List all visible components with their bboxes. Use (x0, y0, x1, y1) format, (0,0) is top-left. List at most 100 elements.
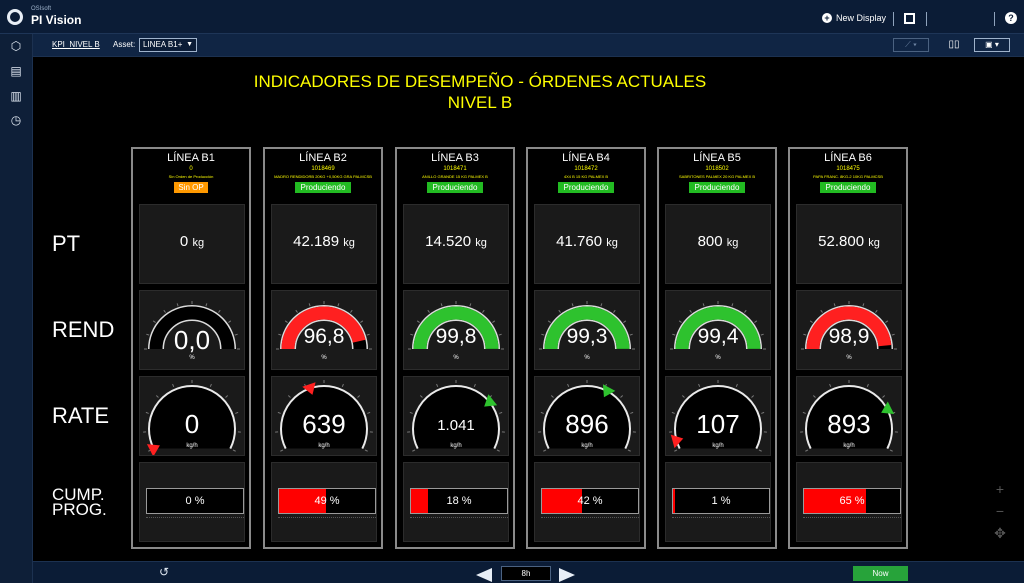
line-name: LÍNEA B2 (299, 152, 347, 164)
product-name: MADRO RENDIDORB 20KG +0,50KG GRA PALMCSB (274, 174, 372, 179)
rend-gauge-fill (806, 306, 892, 350)
arrow-left-icon[interactable] (476, 568, 492, 582)
left-sidebar: ⬡ ▤ ▥ ◷ (0, 34, 33, 583)
progress-value: 1 % (673, 495, 769, 507)
progress-bar: 42 % (541, 488, 639, 514)
rend-gauge-tick (689, 309, 692, 313)
zoom-in-icon[interactable]: + (995, 481, 1005, 497)
rate-gauge-tick (367, 411, 371, 414)
rate-gauge-tick (889, 449, 893, 452)
display-icon[interactable]: ▤ (10, 64, 22, 78)
line-name: LÍNEA B1 (167, 152, 215, 164)
progress-bar-fill (804, 489, 867, 513)
arrow-right-icon[interactable] (559, 568, 575, 582)
library-icon[interactable]: ▥ (10, 89, 22, 103)
progress-cell: 18 % (403, 462, 509, 542)
display-breadcrumb[interactable]: KPI_NIVEL B (52, 40, 100, 49)
progress-number: 1 (711, 495, 718, 507)
pt-value: 800 kg (666, 233, 770, 250)
rate-gauge-tick (681, 395, 685, 398)
now-button[interactable]: Now (853, 566, 908, 581)
rate-cell: 893 kg/h (796, 376, 902, 456)
status-badge: Sin OP (174, 182, 208, 193)
rend-gauge-fill (544, 306, 630, 350)
asset-select[interactable]: LINEA B1+ ▼ (139, 38, 197, 52)
order-number: 1018471 (443, 166, 467, 172)
rend-gauge-tick (754, 320, 758, 323)
rate-gauge-tick (357, 395, 361, 398)
status-badge: Produciendo (558, 182, 614, 193)
rend-gauge-tick (672, 333, 676, 336)
rate-gauge-tick (277, 411, 281, 414)
zoom-out-icon[interactable]: − (995, 503, 1005, 519)
product-name: Sin Orden de Producción (168, 174, 214, 179)
pt-value: 42.189 kg (272, 233, 376, 250)
new-display-button[interactable]: + New Display (822, 13, 886, 23)
refresh-icon[interactable]: ↺ (159, 565, 170, 579)
rate-gauge-tick (627, 449, 631, 452)
rend-gauge-tick (469, 303, 472, 307)
rend-gauge-tick (152, 320, 156, 323)
rate-gauge-tick (758, 449, 762, 452)
rate-gauge-tick (496, 449, 500, 452)
rate-gauge-tick (499, 411, 503, 414)
row-label-pt: PT (52, 231, 81, 256)
columns-icon[interactable]: ▯▯ (948, 39, 960, 50)
rend-gauge-tick (228, 320, 232, 323)
rend-gauge-tick (360, 320, 364, 323)
line-column: LÍNEA B5 1018502 SABRITONES PALMEX 20 KG P… (657, 147, 777, 549)
rate-gauge (143, 380, 241, 455)
rate-pointer-icon (484, 394, 498, 407)
pt-number: 52.800 (818, 233, 865, 250)
help-icon[interactable]: ? (1005, 12, 1017, 24)
pt-number: 14.520 (425, 233, 472, 250)
rate-pointer-icon (302, 382, 316, 395)
rend-gauge-tick (284, 320, 288, 323)
pt-unit: kg (868, 237, 880, 249)
progress-value: 18 % (411, 495, 507, 507)
rate-gauge-tick (735, 383, 738, 387)
pt-cell: 42.189 kg (271, 204, 377, 284)
rate-gauge-tick (145, 411, 149, 414)
window-icon[interactable] (904, 13, 915, 24)
progress-bar-fill (411, 489, 429, 513)
rend-gauge-fill (675, 306, 761, 350)
rate-gauge-tick (751, 395, 755, 398)
rate-value: 1.041 (437, 417, 475, 434)
duration-input[interactable]: 8h (501, 566, 551, 581)
rate-gauge-tick (364, 449, 368, 452)
rend-gauge-tick (146, 333, 150, 336)
rate-pointer-icon (670, 434, 684, 449)
display-title: INDICADORES DE DESEMPEÑO - ÓRDENES ACTUA… (180, 71, 780, 113)
rend-gauge-tick (613, 309, 616, 313)
rend-gauge-tick (558, 309, 561, 313)
progress-number: 65 (839, 495, 852, 507)
status-badge: Produciendo (295, 182, 351, 193)
chevron-down-icon: ▼ (186, 41, 193, 48)
status-badge: Produciendo (820, 182, 876, 193)
save-icon[interactable]: ▣ ▾ (974, 38, 1010, 52)
pan-icon[interactable]: ✥ (994, 525, 1006, 541)
cube-icon[interactable]: ⬡ (10, 39, 22, 53)
rate-cell: 896 kg/h (534, 376, 640, 456)
progress-cell: 1 % (665, 462, 771, 542)
rate-gauge-tick (473, 383, 476, 387)
rate-gauge (538, 380, 636, 452)
rate-gauge-tick (866, 383, 869, 387)
rend-gauge-tick (862, 303, 865, 307)
rend-value: 99,3 (566, 325, 608, 348)
rate-unit: kg/h (186, 443, 198, 449)
rend-gauge-tick (623, 320, 627, 323)
events-icon[interactable]: ◷ (10, 113, 22, 127)
asset-label: Asset: (113, 40, 136, 49)
pt-unit: kg (475, 237, 487, 249)
trend-icon[interactable]: ⟋ ▾ (893, 38, 929, 52)
rend-value: 99,4 (697, 325, 739, 348)
rate-unit: kg/h (450, 443, 462, 449)
line-column: LÍNEA B4 1018472 4X4 B 15 KG PALMEX B Produ… (526, 147, 646, 549)
rate-gauge-tick (671, 411, 675, 414)
progress-ticks (410, 517, 508, 520)
line-column: LÍNEA B1 0 Sin Orden de Producción Sin OP 0 … (131, 147, 251, 549)
order-number: 1018469 (311, 166, 335, 172)
rend-cell: 99,8% (403, 290, 509, 370)
